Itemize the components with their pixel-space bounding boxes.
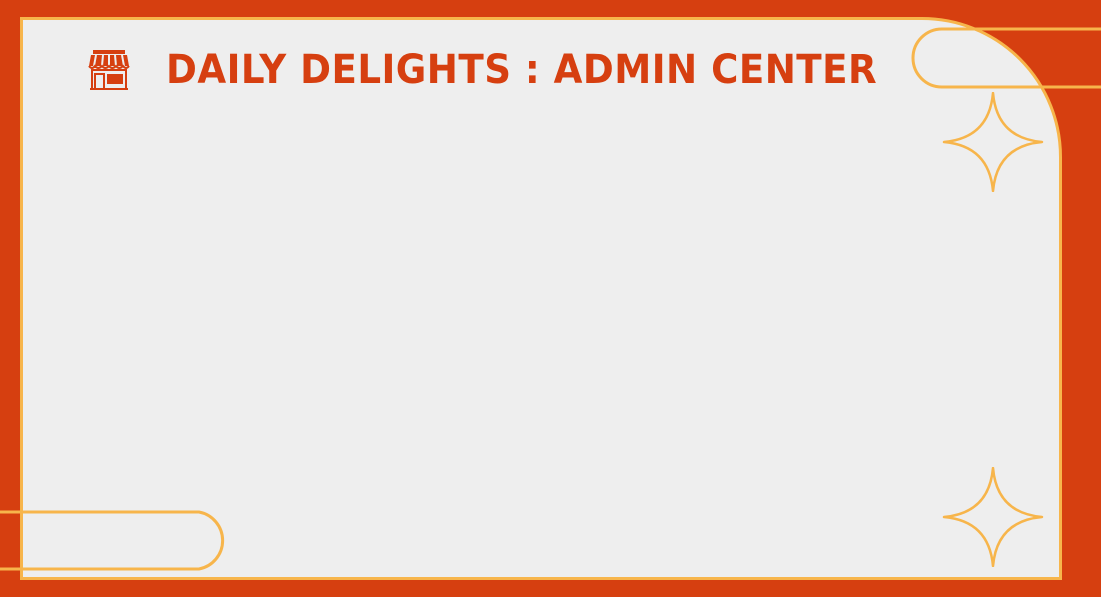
- admin-panel: [20, 17, 1062, 580]
- header: DAILY DELIGHTS : ADMIN CENTER: [88, 47, 931, 93]
- page-title: DAILY DELIGHTS : ADMIN CENTER: [166, 47, 878, 93]
- storefront-icon: [88, 50, 130, 90]
